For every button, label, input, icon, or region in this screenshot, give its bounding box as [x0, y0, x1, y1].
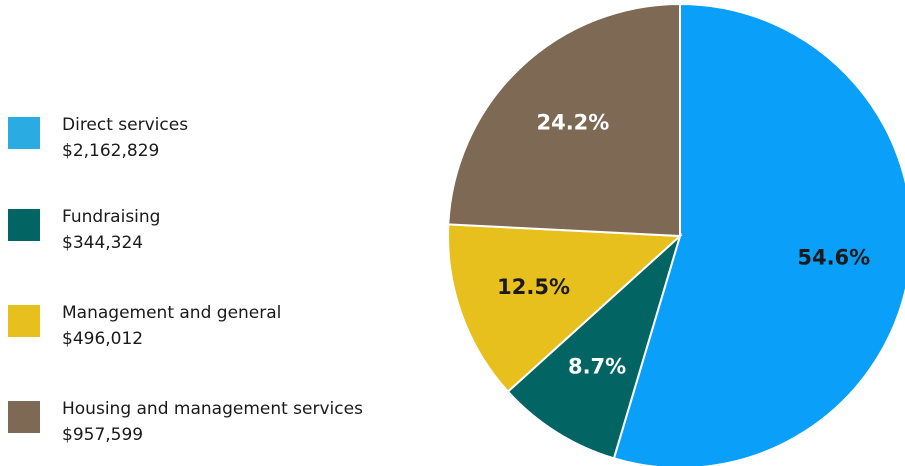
legend-item-management-and-general: Management and general $496,012	[8, 300, 281, 352]
legend-label: Fundraising	[62, 207, 161, 227]
pie-slice-housing-and-management-services	[447, 2, 681, 238]
legend-amount: $957,599	[62, 425, 144, 445]
pie-slice-fundraising	[506, 232, 682, 460]
pie-label-management-and-general: 12.5%	[497, 275, 570, 299]
pie-labels: 54.6% 8.7% 12.5% 24.2%	[497, 110, 870, 378]
legend-amount: $344,324	[62, 233, 144, 253]
legend-label: Management and general	[62, 303, 282, 323]
chart-legend: Direct services $2,162,829 Fundraising $…	[0, 0, 420, 466]
legend-swatch	[8, 401, 40, 433]
legend-amount: $496,012	[62, 329, 144, 349]
pie-slices	[446, 2, 905, 466]
legend-swatch	[8, 305, 40, 337]
pie-slice-direct-services	[612, 2, 905, 466]
legend-swatch	[8, 117, 40, 149]
legend-label: Housing and management services	[62, 399, 363, 419]
pie-label-housing-and-management-services: 24.2%	[536, 110, 609, 134]
pie-slice-management-and-general	[446, 223, 683, 394]
legend-amount: $2,162,829	[62, 141, 160, 161]
legend-swatch	[8, 209, 40, 241]
pie-label-direct-services: 54.6%	[797, 245, 870, 269]
legend-item-fundraising: Fundraising $344,324	[8, 204, 160, 256]
legend-item-housing-and-management-services: Housing and management services $957,599	[8, 396, 363, 448]
pie-label-fundraising: 8.7%	[568, 355, 626, 379]
legend-label: Direct services	[62, 115, 189, 135]
legend-item-direct-services: Direct services $2,162,829	[8, 112, 188, 164]
